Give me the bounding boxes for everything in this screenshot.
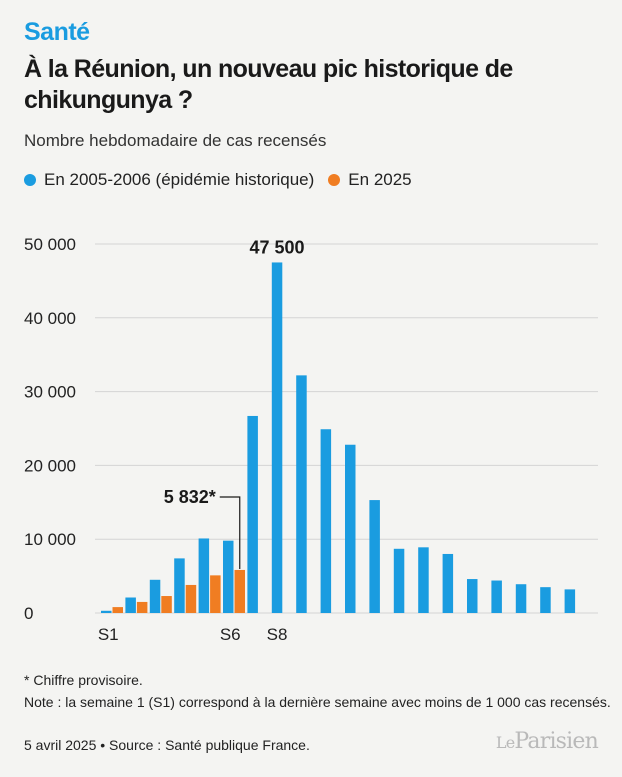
bar-2005 xyxy=(540,587,551,613)
bar-2005 xyxy=(223,540,234,613)
bar-2005 xyxy=(491,580,502,613)
bar-2025 xyxy=(136,601,148,613)
legend-dot-2005 xyxy=(24,174,36,186)
x-tick-label: S8 xyxy=(267,625,288,644)
bar-2005 xyxy=(515,584,527,613)
annotation-leader-line xyxy=(219,496,241,569)
chart-subtitle: Nombre hebdomadaire de cas recensés xyxy=(24,131,327,150)
provisional-note: * Chiffre provisoire. xyxy=(24,672,143,688)
y-tick-label: 50 000 xyxy=(24,235,76,254)
le-parisien-logo: LeParisien xyxy=(495,729,599,754)
legend-dot-2025 xyxy=(328,174,341,186)
y-tick-label: 0 xyxy=(24,604,33,623)
bar-2025 xyxy=(210,575,221,613)
bar-2005 xyxy=(101,610,112,613)
bar-2005 xyxy=(174,558,185,613)
bar-2005 xyxy=(467,579,478,613)
bar-2005 xyxy=(393,548,405,613)
bar-2005 xyxy=(247,415,258,613)
bar-2005 xyxy=(369,500,380,613)
bar-2025 xyxy=(112,607,123,613)
legend: En 2005-2006 (épidémie historique) En 20… xyxy=(24,170,426,190)
y-tick-label: 40 000 xyxy=(24,309,76,328)
bar-2005 xyxy=(271,262,283,613)
bar-2025 xyxy=(234,569,245,613)
x-tick-label: S6 xyxy=(220,625,241,644)
bar-2005 xyxy=(418,547,429,613)
week-note: Note : la semaine 1 (S1) correspond à la… xyxy=(24,694,611,710)
bar-2005 xyxy=(320,429,332,613)
latest-value-annotation: 5 832* xyxy=(164,487,216,507)
legend-item-2005: En 2005-2006 (épidémie historique) xyxy=(24,170,314,190)
bar-2005 xyxy=(442,553,454,613)
legend-item-2025: En 2025 xyxy=(328,170,412,190)
bar-chart: 0 10 000 20 000 30 000 40 000 50 000 S1 S6 S8 47 … xyxy=(24,235,598,644)
date-source: 5 avril 2025 • Source : Santé publique F… xyxy=(24,737,310,753)
bar-2005 xyxy=(345,444,356,613)
kicker: Santé xyxy=(24,18,90,46)
page-title: À la Réunion, un nouveau pic historique … xyxy=(24,55,513,114)
bar-2005 xyxy=(564,589,576,613)
x-tick-label: S1 xyxy=(98,625,119,644)
y-tick-label: 30 000 xyxy=(24,383,76,402)
y-tick-label: 20 000 xyxy=(24,456,76,475)
bar-2025 xyxy=(185,584,197,613)
legend-label-2005: En 2005-2006 (épidémie historique) xyxy=(44,170,315,189)
bar-2005 xyxy=(149,579,161,613)
bar-2005 xyxy=(125,597,136,613)
legend-label-2025: En 2025 xyxy=(348,170,412,189)
y-tick-label: 10 000 xyxy=(24,530,76,549)
bar-2005 xyxy=(198,538,210,613)
peak-annotation: 47 500 xyxy=(250,237,305,257)
bar-2005 xyxy=(296,375,307,613)
bar-2025 xyxy=(161,596,172,613)
